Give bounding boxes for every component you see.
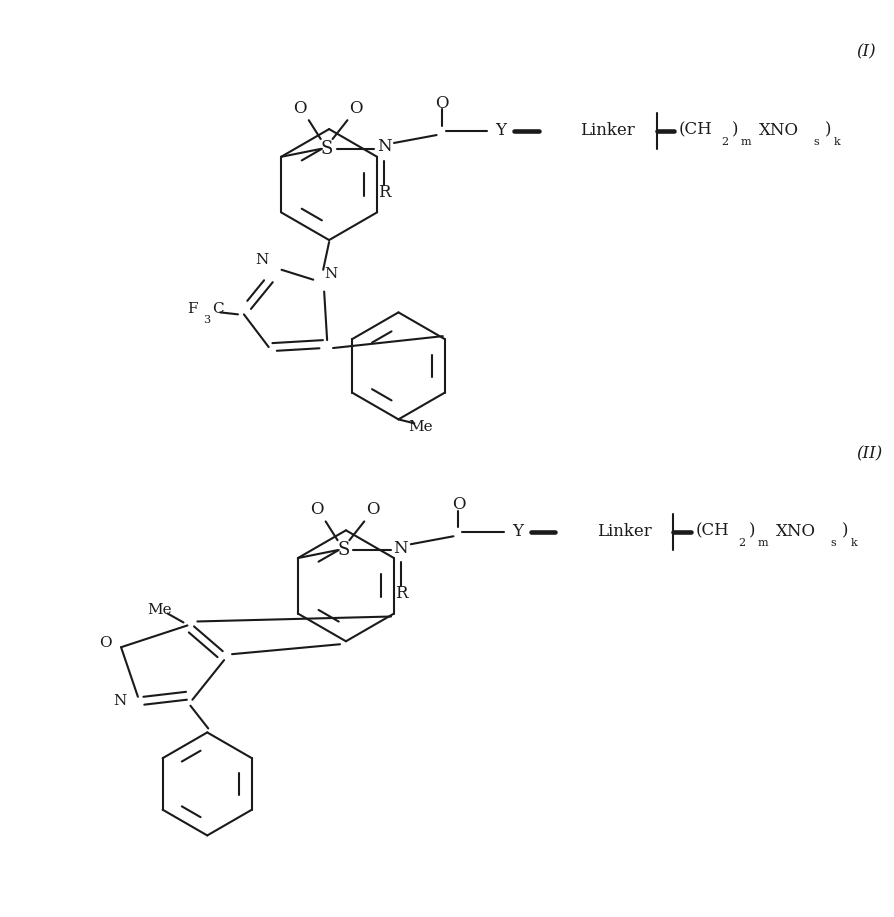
Text: O: O bbox=[451, 496, 465, 514]
Text: k: k bbox=[834, 137, 840, 147]
Text: ): ) bbox=[842, 523, 848, 540]
Text: s: s bbox=[830, 538, 836, 548]
Text: ): ) bbox=[732, 122, 738, 138]
Text: R: R bbox=[394, 585, 407, 602]
Text: m: m bbox=[757, 538, 768, 548]
Text: ): ) bbox=[825, 122, 831, 138]
Text: ): ) bbox=[748, 523, 755, 540]
Text: m: m bbox=[741, 137, 751, 147]
Text: (CH: (CH bbox=[696, 523, 729, 540]
Text: N: N bbox=[393, 540, 409, 557]
Text: XNO: XNO bbox=[775, 523, 815, 540]
Text: (I): (I) bbox=[856, 43, 876, 60]
Text: C: C bbox=[213, 303, 224, 316]
Text: k: k bbox=[851, 538, 857, 548]
Text: N: N bbox=[255, 253, 268, 267]
Text: Y: Y bbox=[495, 122, 507, 138]
Text: O: O bbox=[293, 100, 307, 116]
Text: S: S bbox=[337, 541, 350, 559]
Text: N: N bbox=[114, 694, 127, 708]
Text: (CH: (CH bbox=[679, 122, 713, 138]
Text: Y: Y bbox=[512, 523, 523, 540]
Text: (II): (II) bbox=[856, 445, 882, 462]
Text: 3: 3 bbox=[203, 315, 210, 326]
Text: O: O bbox=[99, 636, 112, 650]
Text: S: S bbox=[320, 140, 333, 158]
Text: R: R bbox=[378, 184, 391, 201]
Text: O: O bbox=[350, 100, 363, 116]
Text: O: O bbox=[310, 501, 324, 518]
Text: XNO: XNO bbox=[759, 122, 798, 138]
Text: Linker: Linker bbox=[597, 523, 652, 540]
Text: Me: Me bbox=[148, 602, 172, 616]
Text: F: F bbox=[187, 303, 198, 316]
Text: Linker: Linker bbox=[580, 122, 635, 138]
Text: 2: 2 bbox=[721, 137, 728, 147]
Text: s: s bbox=[813, 137, 819, 147]
Text: Me: Me bbox=[408, 420, 433, 435]
Text: N: N bbox=[376, 138, 392, 156]
Text: N: N bbox=[325, 267, 338, 281]
Text: O: O bbox=[434, 94, 448, 112]
Text: O: O bbox=[367, 501, 380, 518]
Text: 2: 2 bbox=[738, 538, 745, 548]
